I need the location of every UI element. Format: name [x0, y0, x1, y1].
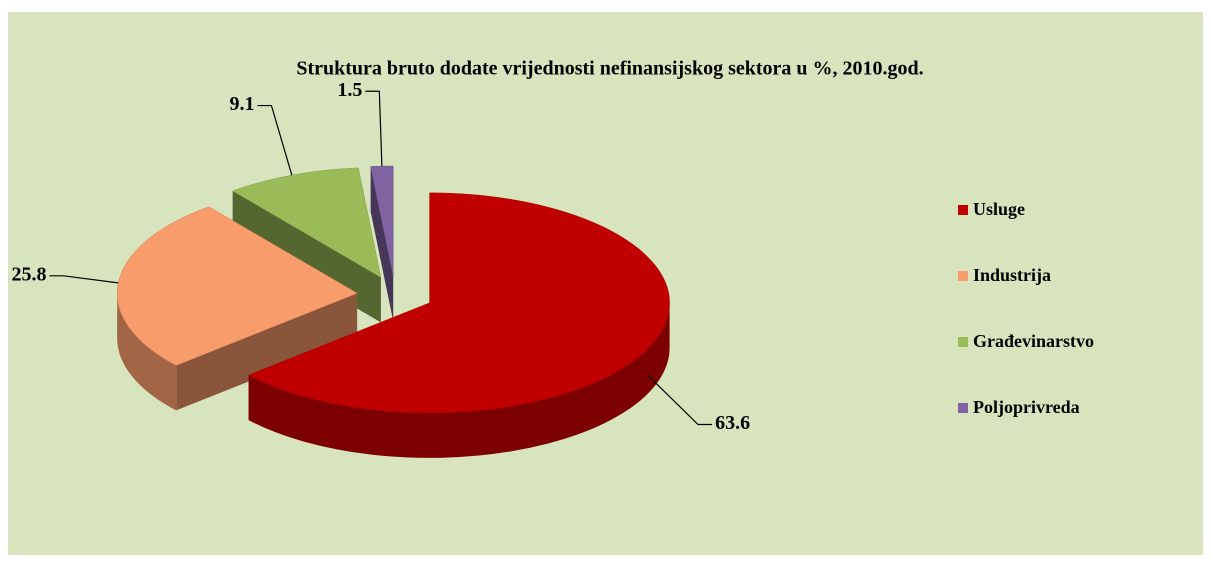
legend-label: Građevinarstvo: [973, 331, 1094, 351]
slice-top: [116, 206, 358, 366]
slice-wall: [248, 302, 670, 458]
slice-side: [370, 166, 394, 322]
slice-top: [232, 167, 382, 278]
leader-line: [365, 90, 383, 167]
pie-slice: [247, 192, 670, 458]
slice-side: [176, 293, 358, 411]
legend-label: Usluge: [973, 199, 1025, 219]
data-label: 1.5: [337, 79, 362, 101]
legend-swatch: [958, 271, 968, 281]
leader-line: [49, 275, 119, 284]
chart-title: Struktura bruto dodate vrijednosti nefin…: [296, 58, 923, 80]
pie-slice: [370, 165, 394, 322]
pie-slice: [116, 206, 358, 411]
data-label: 25.8: [11, 263, 46, 285]
data-label: 9.1: [229, 93, 254, 115]
data-label: 63.6: [715, 412, 750, 434]
legend-label: Poljoprivreda: [973, 397, 1080, 417]
leader-line: [647, 375, 713, 426]
legend-swatch: [958, 403, 968, 413]
legend-label: Industrija: [973, 265, 1051, 285]
slice-wall: [117, 293, 177, 411]
slice-top: [247, 192, 670, 414]
legend-swatch: [958, 205, 968, 215]
leader-line: [257, 104, 293, 176]
legend-swatch: [958, 337, 968, 347]
